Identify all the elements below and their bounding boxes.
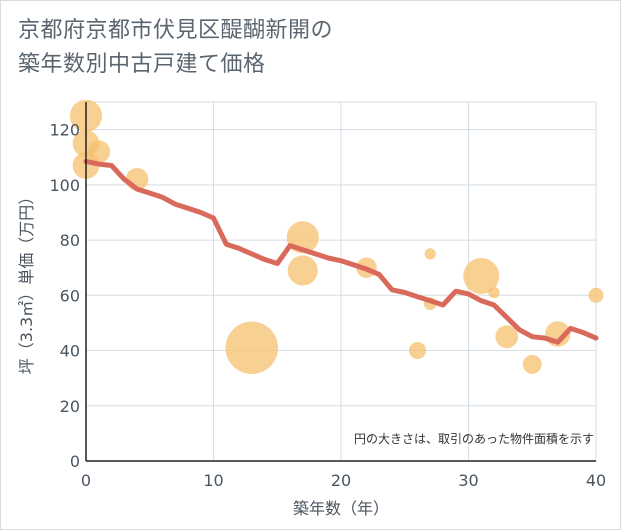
bubble-point [225, 321, 278, 375]
x-tick-label: 0 [81, 471, 91, 490]
y-tick-label: 80 [60, 231, 80, 250]
bubble-point [522, 354, 542, 374]
x-axis-title: 築年数（年） [293, 499, 389, 518]
y-tick-label: 0 [70, 452, 80, 471]
bubble-point [488, 286, 500, 299]
chart-title: 京都府京都市伏見区醍醐新開の 築年数別中古戸建て価格 [18, 14, 608, 82]
bubble-point [287, 255, 318, 286]
average-price-line [83, 158, 599, 345]
axes [85, 102, 596, 462]
y-tick-label: 100 [49, 176, 80, 195]
x-tick-label: 10 [203, 471, 223, 490]
grid-lines [85, 101, 597, 462]
bubble-point [495, 325, 519, 349]
bubble-point [588, 287, 604, 303]
y-tick-label: 120 [49, 121, 80, 140]
bubble-point [463, 257, 500, 294]
x-tick-label: 40 [586, 471, 606, 490]
tick-labels: 0 20 40 60 80 100 120 0 10 20 30 40 [49, 121, 606, 490]
y-tick-label: 40 [60, 342, 80, 361]
x-tick-label: 30 [458, 471, 478, 490]
y-tick-label: 60 [60, 286, 80, 305]
bubble-size-note: 円の大きさは、取引のあった物件面積を示す [354, 431, 594, 446]
chart-title-line-1: 京都府京都市伏見区醍醐新開の [18, 18, 334, 43]
chart-title-line-2: 築年数別中古戸建て価格 [18, 52, 266, 77]
bubble-point [87, 140, 111, 164]
bubble-point [424, 248, 436, 260]
bubble-point [408, 342, 427, 360]
y-tick-label: 20 [60, 397, 80, 416]
trend-line-layer [83, 158, 599, 345]
x-tick-label: 20 [331, 471, 351, 490]
y-axis-title: 坪（3.3㎡）単価（万円） [17, 189, 36, 374]
bubble-layer [69, 99, 604, 375]
